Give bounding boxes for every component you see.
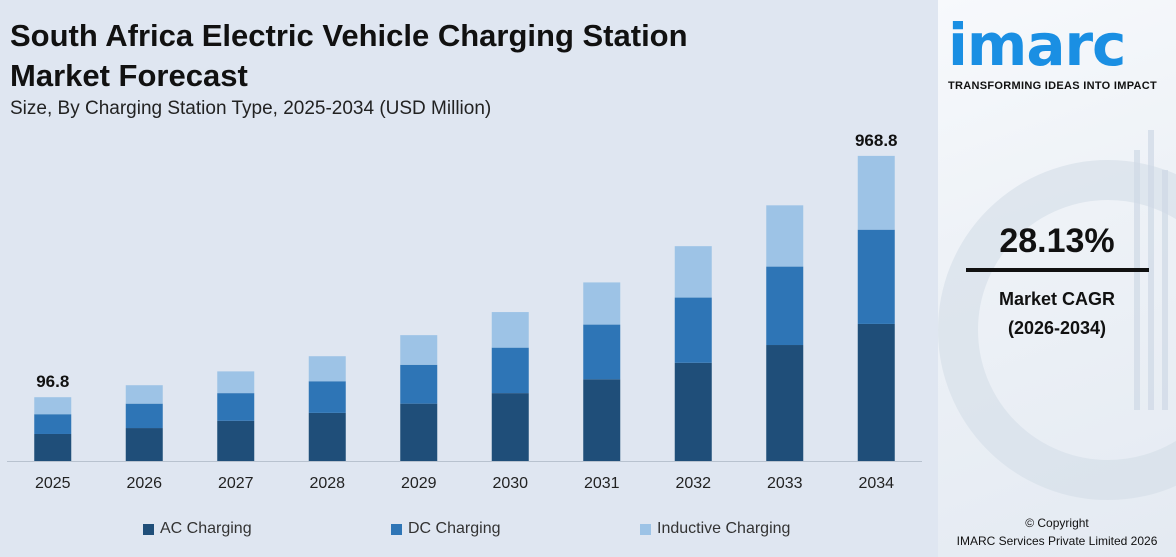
bar-2034-ac-charging [857, 323, 895, 461]
stacked-bar-chart: 2025 96.8 2026 2027 2028 2029 2030 2031 2032 2033… [7, 131, 922, 492]
bar-2034-dc-charging [857, 229, 895, 324]
bar-2029-inductive-charging [400, 335, 438, 365]
bar-2031-ac-charging [583, 379, 621, 461]
chart-subtitle: Size, By Charging Station Type, 2025-203… [10, 98, 492, 119]
legend-swatch-dc [391, 523, 402, 535]
legend-swatch-inductive [640, 523, 651, 535]
x-tick-label-2032: 2032 [675, 475, 711, 492]
legend-item-dc: DC Charging [391, 518, 500, 540]
bar-2026-ac-charging [125, 428, 163, 461]
bar-2025-dc-charging [34, 414, 72, 434]
logo-wordmark: imarc [948, 11, 1126, 79]
bar-2027-dc-charging [217, 393, 255, 421]
bar-2029-ac-charging [400, 403, 438, 461]
data-label-2025: 96.8 [36, 372, 69, 391]
brand-panel: imarc TRANSFORMING IDEAS INTO IMPACT 28.… [938, 0, 1176, 557]
chart-panel: South Africa Electric Vehicle Charging S… [7, 18, 922, 540]
copyright-line2: IMARC Services Private Limited 2026 [956, 534, 1158, 548]
bar-2026-inductive-charging [125, 385, 163, 404]
legend-swatch-ac [143, 523, 154, 535]
bar-2026-dc-charging [125, 403, 163, 429]
bar-2027-ac-charging [217, 420, 255, 461]
bar-2025-inductive-charging [34, 397, 72, 415]
x-tick-label-2034: 2034 [858, 475, 894, 492]
x-tick-label-2028: 2028 [309, 475, 345, 492]
cagr-value: 28.13% [999, 222, 1115, 260]
cagr-label: Market CAGR (2026-2034) [938, 285, 1176, 343]
x-tick-label-2025: 2025 [35, 475, 71, 492]
bar-2030-dc-charging [491, 347, 529, 394]
bar-2032-dc-charging [674, 297, 712, 363]
copyright-line1: © Copyright [1025, 516, 1089, 530]
bar-2028-dc-charging [308, 381, 346, 413]
logo-tagline: TRANSFORMING IDEAS INTO IMPACT [948, 80, 1158, 92]
x-tick-label-2026: 2026 [126, 475, 162, 492]
x-tick-label-2030: 2030 [492, 475, 528, 492]
chart-title: South Africa Electric Vehicle Charging S… [10, 18, 688, 93]
bar-2033-inductive-charging [766, 205, 804, 267]
bar-2030-inductive-charging [491, 312, 529, 348]
background-decoration [938, 130, 1176, 500]
x-tick-label-2029: 2029 [401, 475, 437, 492]
bar-2025-ac-charging [34, 433, 72, 461]
bar-2033-ac-charging [766, 345, 804, 461]
x-tick-label-2033: 2033 [767, 475, 803, 492]
legend-item-inductive: Inductive Charging [640, 518, 790, 540]
x-tick-label-2027: 2027 [218, 475, 254, 492]
legend-label-inductive: Inductive Charging [657, 520, 791, 537]
bar-2033-dc-charging [766, 266, 804, 346]
bar-2028-inductive-charging [308, 356, 346, 382]
bar-2030-ac-charging [491, 393, 529, 461]
legend-label-dc: DC Charging [408, 520, 501, 537]
imarc-logo: imarc TRANSFORMING IDEAS INTO IMPACT [948, 12, 1174, 92]
copyright: © Copyright IMARC Services Private Limit… [938, 514, 1176, 550]
bar-2032-ac-charging [674, 362, 712, 461]
cagr-label-line2: (2026-2034) [1007, 318, 1107, 338]
bar-2029-dc-charging [400, 364, 438, 404]
bar-2034-inductive-charging [857, 155, 895, 230]
cagr-divider [966, 268, 1149, 272]
bar-2031-inductive-charging [583, 282, 621, 325]
bar-2028-ac-charging [308, 412, 346, 461]
bar-2027-inductive-charging [217, 371, 255, 394]
bar-2032-inductive-charging [674, 246, 712, 298]
bar-2031-dc-charging [583, 324, 621, 380]
cagr-label-line1: Market CAGR [998, 289, 1116, 309]
legend-item-ac: AC Charging [143, 518, 252, 540]
legend-label-ac: AC Charging [160, 520, 252, 537]
data-label-2034: 968.8 [855, 131, 898, 150]
x-tick-label-2031: 2031 [584, 475, 620, 492]
